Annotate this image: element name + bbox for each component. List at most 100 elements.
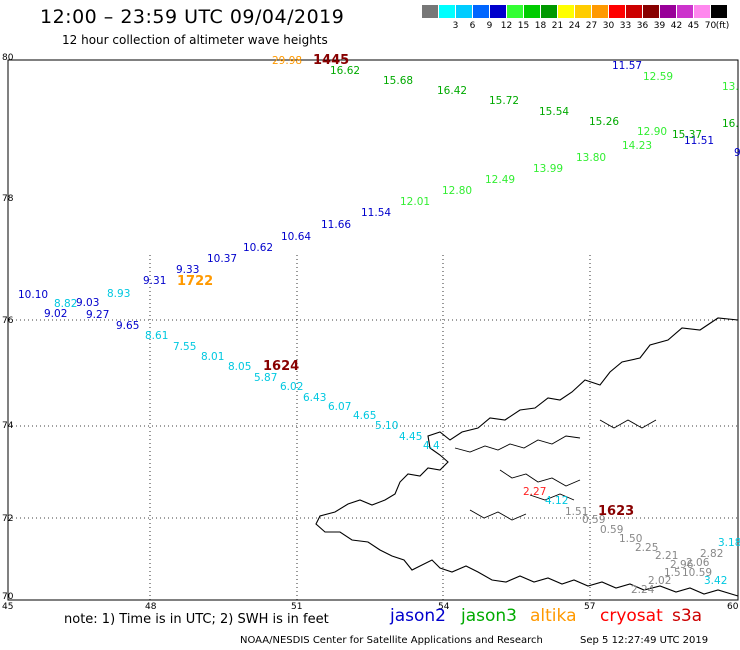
swh-label: 11.54 xyxy=(361,207,391,219)
swh-label: 4.65 xyxy=(353,410,376,422)
pass-time: 1445 xyxy=(313,53,349,68)
swh-label: 8.01 xyxy=(201,351,224,363)
plot-frame xyxy=(7,59,739,601)
x-tick-label: 51 xyxy=(291,602,302,612)
satellite-jason3-label: jason3 xyxy=(461,606,517,626)
x-tick-label: 60 xyxy=(727,602,739,612)
legend-swatch xyxy=(626,5,643,18)
swh-label: 6.43 xyxy=(303,392,326,404)
swh-label: 15.68 xyxy=(383,75,413,87)
legend-swatch xyxy=(660,5,677,18)
swh-label: 4.12 xyxy=(545,495,568,507)
swh-label: 9.31 xyxy=(143,275,166,287)
swh-label: 5.10 xyxy=(375,420,398,432)
legend-swatch xyxy=(422,5,439,18)
legend-label: 42 xyxy=(670,21,683,31)
swh-label: 2.96 xyxy=(670,559,694,571)
swh-label: 13. xyxy=(722,81,739,93)
swh-label: 9.02 xyxy=(44,308,67,320)
map-title: 12:00 – 23:59 UTC 09/04/2019 xyxy=(40,6,345,28)
legend-swatch xyxy=(609,5,626,18)
swh-label: 9.65 xyxy=(116,320,139,332)
x-tick-label: 48 xyxy=(145,602,157,612)
satellite-cryosat-label: cryosat xyxy=(600,606,663,626)
swh-label: 3.18 xyxy=(718,537,740,549)
credit-line: NOAA/NESDIS Center for Satellite Applica… xyxy=(240,635,543,646)
novaya-zemlya-coastline xyxy=(315,317,739,597)
swh-label: 5.87 xyxy=(254,372,277,384)
swh-label: 8.61 xyxy=(145,330,168,342)
legend-unit: (ft) xyxy=(715,21,730,31)
legend-label: 33 xyxy=(619,21,632,31)
swh-label: 7.55 xyxy=(173,341,196,353)
y-tick-label: 72 xyxy=(2,514,13,524)
legend-label: 9 xyxy=(486,21,493,31)
x-tick-label: 45 xyxy=(2,602,13,612)
swh-label: 9.33 xyxy=(176,264,199,276)
legend-swatch xyxy=(677,5,694,18)
swh-label: 2.24 xyxy=(631,584,655,596)
legend-label: 70 xyxy=(704,21,717,31)
generated-timestamp: Sep 5 12:27:49 UTC 2019 xyxy=(580,635,709,646)
swh-label: 12.49 xyxy=(485,174,515,186)
legend-swatch xyxy=(711,5,728,18)
legend-label: 30 xyxy=(602,21,615,31)
legend-label: 36 xyxy=(636,21,649,31)
swh-label: 2.21 xyxy=(655,550,678,562)
swh-label: 16.62 xyxy=(330,65,360,77)
legend-swatch xyxy=(524,5,541,18)
legend-swatch xyxy=(456,5,473,18)
swh-label: 12.80 xyxy=(442,185,472,197)
inner-coastline xyxy=(454,419,657,521)
swh-label: 4.4 xyxy=(423,440,440,452)
swh-label: 0.59 xyxy=(582,514,605,526)
swh-label: 10.37 xyxy=(207,253,237,265)
legend-label: 27 xyxy=(585,21,598,31)
swh-label: 15.37 xyxy=(672,129,702,141)
swh-label: 9.27 xyxy=(86,309,109,321)
legend-label: 45 xyxy=(687,21,700,31)
legend-label: 15 xyxy=(517,21,530,31)
satellite-altika-label: altika xyxy=(530,606,577,626)
legend-label: 21 xyxy=(551,21,564,31)
swh-label: 13.80 xyxy=(576,152,606,164)
legend-label: 39 xyxy=(653,21,666,31)
legend-swatch xyxy=(643,5,660,18)
legend-swatch xyxy=(507,5,524,18)
swh-label: 15.72 xyxy=(489,95,519,107)
satellite-jason2-label: jason2 xyxy=(390,606,446,626)
swh-label: 6.02 xyxy=(280,381,303,393)
swh-label: 8.05 xyxy=(228,361,251,373)
grid xyxy=(8,255,738,600)
swh-label: 10.59 xyxy=(682,567,712,579)
swh-label: 2.27 xyxy=(523,486,546,498)
swh-label: 10.10 xyxy=(18,289,48,301)
legend-swatch xyxy=(694,5,711,18)
swh-label: 0.59 xyxy=(600,524,623,536)
swh-label: 9.03 xyxy=(76,297,99,309)
legend-swatch xyxy=(490,5,507,18)
x-tick-label: 57 xyxy=(584,602,595,612)
y-tick-label: 70 xyxy=(2,592,14,602)
legend-label: 3 xyxy=(452,21,459,31)
swh-label: 1.50 xyxy=(619,533,642,545)
swh-label: 1.51 xyxy=(565,506,588,518)
wave-height-labels: 11.57 11.51 9 11.54 11.66 10.64 10.62 10… xyxy=(18,55,740,596)
swh-label: 12.01 xyxy=(400,196,430,208)
swh-label: 13.99 xyxy=(533,163,563,175)
swh-label: 6.07 xyxy=(328,401,351,413)
swh-label: 9 xyxy=(734,147,740,159)
swh-label: 15.54 xyxy=(539,106,569,118)
legend-label: 24 xyxy=(568,21,581,31)
legend-swatch xyxy=(473,5,490,18)
x-tick-label: 54 xyxy=(438,602,450,612)
pass-time: 1624 xyxy=(263,359,299,374)
swh-label: 8.93 xyxy=(107,288,130,300)
swh-label: 29.98 xyxy=(272,55,302,67)
legend-swatch xyxy=(541,5,558,18)
swh-label: 8.82 xyxy=(54,298,77,310)
x-axis-labels: 45 48 51 54 57 60 xyxy=(2,602,739,612)
swh-label: 12.90 xyxy=(637,126,667,138)
pass-timestamps: 1445 1722 1624 1623 xyxy=(177,53,634,519)
